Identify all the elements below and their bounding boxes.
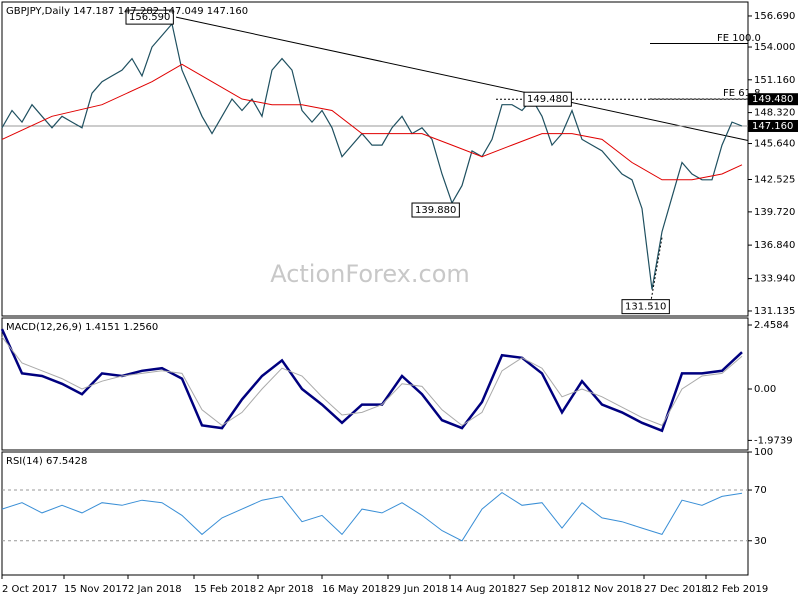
y-tick-label: 139.720 (754, 207, 795, 218)
y-tick-label: 131.135 (754, 306, 795, 317)
y-tick-label: -1.9739 (754, 435, 793, 446)
x-tick-label: 2 Oct 2017 (2, 584, 57, 595)
x-tick-label: 15 Nov 2017 (64, 584, 128, 595)
annotation-box (125, 9, 174, 25)
series-line (1, 491, 743, 542)
y-tick-label: 145.640 (754, 139, 795, 150)
panel-frame (1, 451, 749, 576)
price-marker-label: 147.160 (752, 121, 793, 132)
price-marker (748, 119, 798, 132)
y-tick-label: 30 (754, 536, 767, 547)
panel-title: MACD(12,26,9) 1.4151 1.2560 (6, 322, 158, 333)
annotation: FE 61.8 (723, 88, 761, 99)
panel-frame (1, 317, 749, 451)
price-marker-label: 149.480 (752, 94, 793, 105)
y-tick-label: 148.320 (754, 108, 795, 119)
series-line (1, 22, 743, 290)
y-tick-label: 0.00 (754, 384, 776, 395)
annotation-box (523, 91, 572, 107)
watermark: ActionForex.com (270, 260, 470, 288)
x-tick-label: 29 Jun 2018 (388, 584, 448, 595)
series-line (0, 328, 743, 433)
x-tick-label: 12 Feb 2019 (706, 584, 768, 595)
y-tick-label: 151.160 (754, 75, 795, 86)
annotation-box (411, 202, 460, 218)
x-tick-label: 15 Feb 2018 (194, 584, 256, 595)
annotation-box (621, 299, 670, 315)
x-tick-label: 16 May 2018 (322, 584, 387, 595)
y-tick-label: 136.840 (754, 240, 795, 251)
panel-title: RSI(14) 67.5428 (6, 456, 87, 467)
annotation: 131.510 (625, 302, 666, 313)
y-tick-label: 2.4584 (754, 320, 789, 331)
y-tick-label: 156.690 (754, 11, 795, 22)
annotation: FE 100.0 (717, 33, 761, 44)
y-tick-label: 142.525 (754, 174, 795, 185)
y-tick-label: 100 (754, 447, 773, 458)
annotation: 156.590 (129, 12, 170, 23)
annotation: 149.480 (527, 94, 568, 105)
x-tick-label: 2 Apr 2018 (258, 584, 313, 595)
y-tick-label: 154.000 (754, 42, 795, 53)
price-marker (748, 93, 798, 106)
guide-line (649, 237, 663, 307)
series-line (1, 336, 743, 427)
x-tick-label: 27 Sep 2018 (514, 584, 577, 595)
x-tick-label: 12 Nov 2018 (578, 584, 642, 595)
series-line (1, 63, 743, 181)
y-tick-label: 133.940 (754, 274, 795, 285)
panel-frame (1, 1, 749, 317)
x-tick-label: 14 Aug 2018 (450, 584, 514, 595)
panel-title: GBPJPY,Daily 147.187 147.282 147.049 147… (6, 6, 248, 17)
guide-line (175, 16, 749, 142)
annotation: 139.880 (415, 205, 456, 216)
x-tick-label: 27 Dec 2018 (644, 584, 708, 595)
y-tick-label: 70 (754, 485, 767, 496)
x-tick-label: 2 Jan 2018 (128, 584, 182, 595)
